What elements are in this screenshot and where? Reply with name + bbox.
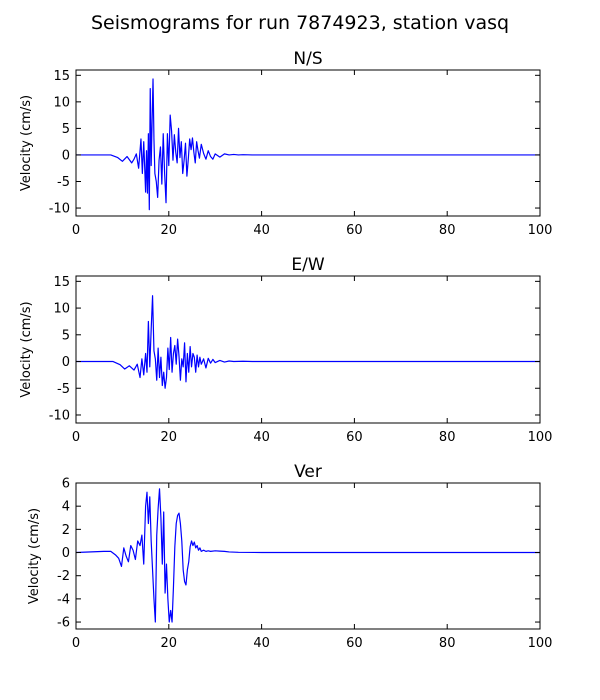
x-tick-label: 0 [72,636,80,651]
subplot-title: N/S [293,49,322,69]
axes-frame [75,482,541,630]
x-tick-label: 40 [253,636,270,651]
x-tick-label: 40 [253,430,270,445]
y-tick-label: -4 [57,592,70,607]
x-tick-label: 80 [439,636,456,651]
y-tick-label: -10 [49,202,70,217]
series-line [75,488,540,623]
x-tick-label: 60 [346,223,363,238]
x-tick-label: 100 [528,430,553,445]
axes-frame [75,69,541,217]
y-tick-label: -2 [57,569,70,584]
y-tick-label: 4 [62,500,70,515]
y-tick-label: 10 [53,95,70,110]
subplot-title: Ver [294,462,322,482]
x-tick-label: 20 [161,636,178,651]
y-tick-label: 15 [53,275,70,290]
y-tick-label: -6 [57,616,70,631]
x-tick-label: 60 [346,430,363,445]
y-tick-label: 0 [62,355,70,370]
y-tick-label: 0 [62,546,70,561]
x-tick-label: 80 [439,223,456,238]
y-tick-label: -10 [49,408,70,423]
x-tick-label: 40 [253,223,270,238]
y-tick-label: 0 [62,148,70,163]
x-tick-label: 60 [346,636,363,651]
y-axis-label: Velocity (cm/s) [19,301,34,397]
subplot-1: N/S 0 20 40 60 80 100 -10 -5 0 5 10 15 Velocity (cm/s… [19,49,552,238]
y-axis-label: Velocity (cm/s) [19,95,34,191]
subplot-title: E/W [291,255,324,275]
y-axis-label: Velocity (cm/s) [27,508,42,604]
y-tick-label: 5 [62,328,70,343]
y-tick-label: 10 [53,302,70,317]
y-tick-label: 15 [53,69,70,84]
y-tick-label: -5 [57,382,70,397]
y-tick-label: 6 [62,477,70,492]
x-tick-label: 0 [72,430,80,445]
subplot-2: E/W 0 20 40 60 80 100 -10 -5 0 5 10 15 Velocity (cm/s… [19,255,552,445]
y-tick-label: 5 [62,122,70,137]
x-tick-label: 0 [72,223,80,238]
x-tick-label: 100 [528,636,553,651]
axes-frame [75,275,541,424]
y-tick-label: 2 [62,523,70,538]
series-line [76,295,540,389]
x-tick-label: 20 [161,223,178,238]
y-tick-label: -5 [57,175,70,190]
x-tick-label: 80 [439,430,456,445]
x-tick-label: 100 [528,223,553,238]
series-line [76,78,540,211]
x-tick-label: 20 [161,430,178,445]
subplot-3: Ver 0 20 40 60 80 100 -6 -4 -2 0 2 4 6 Velocity (cm/s) [27,462,552,651]
figure-suptitle: Seismograms for run 7874923, station vas… [91,12,509,34]
